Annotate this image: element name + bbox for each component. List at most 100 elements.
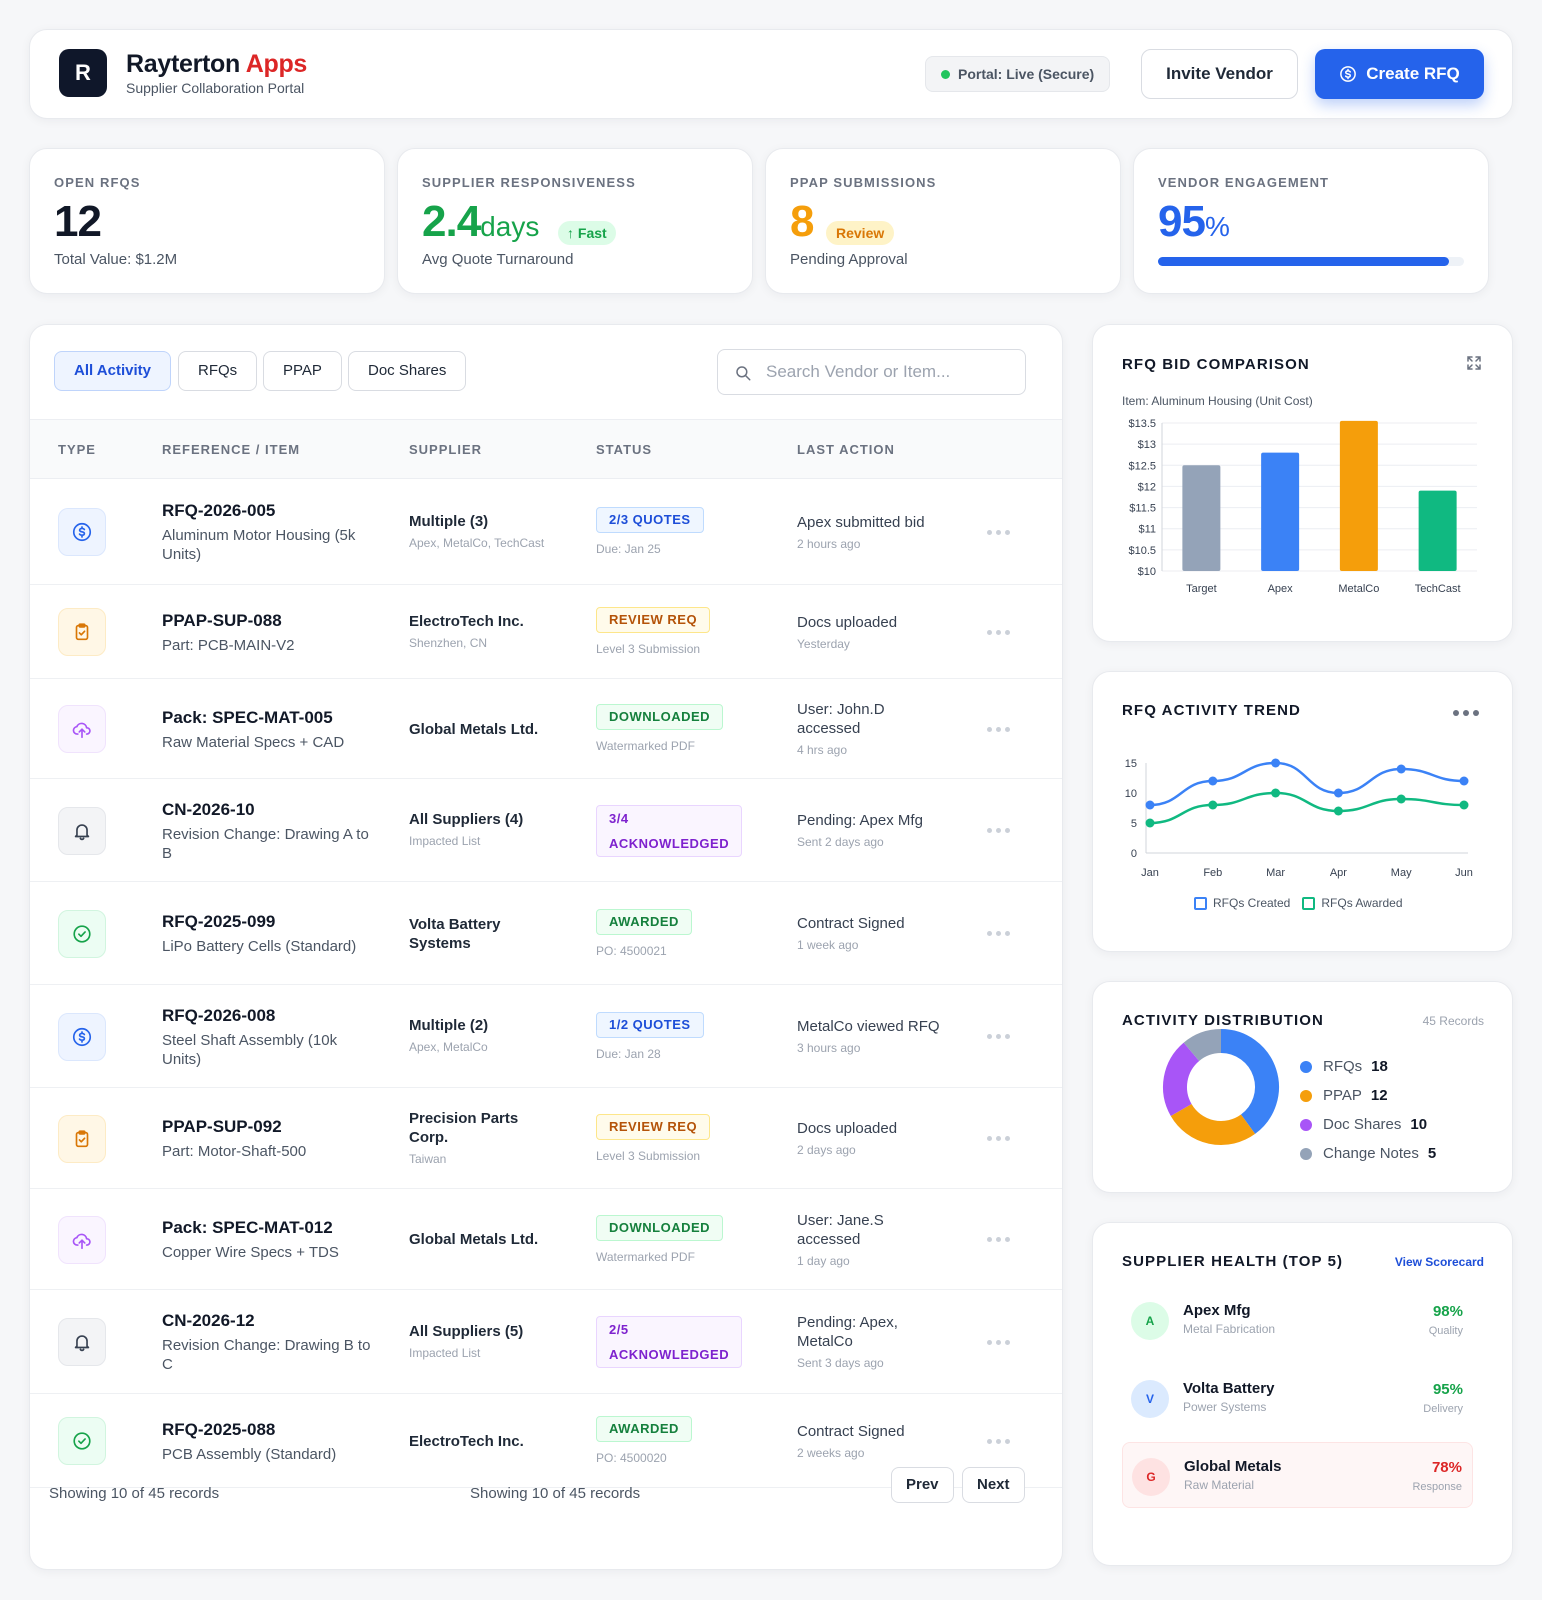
data-point[interactable] [1459,776,1469,786]
reference-description: Copper Wire Specs + TDS [162,1244,339,1261]
row-more-icon[interactable] [987,929,1013,939]
x-tick-label: Apex [1268,583,1294,595]
reference-id[interactable]: Pack: SPEC-MAT-012 [162,1218,333,1237]
y-tick-label: 5 [1131,818,1137,830]
legend-item[interactable]: Change Notes 5 [1300,1139,1436,1168]
last-action-text: Docs uploaded [797,1120,898,1137]
reference-id[interactable]: CN-2026-12 [162,1311,255,1330]
legend-item[interactable]: Doc Shares 10 [1300,1110,1436,1139]
supplier-name: Volta Battery Systems [409,916,501,952]
legend-item[interactable]: RFQs 18 [1300,1052,1436,1081]
view-scorecard-link[interactable]: View Scorecard [1394,1255,1484,1269]
expand-icon[interactable] [1466,355,1482,371]
invite-vendor-button[interactable]: Invite Vendor [1141,49,1298,99]
reference-id[interactable]: RFQ-2025-088 [162,1420,276,1439]
kpi-value: 8 [790,197,815,246]
supplier-health-row[interactable]: V Volta Battery Power Systems 95% Delive… [1122,1365,1473,1431]
row-more-icon[interactable] [987,1337,1013,1347]
search-input[interactable] [766,360,1016,384]
data-point[interactable] [1396,794,1406,804]
data-point[interactable] [1459,800,1469,810]
reference-id[interactable]: RFQ-2026-008 [162,1006,276,1025]
data-point[interactable] [1145,818,1155,828]
status-cell: 2/5 ACKNOWLEDGED [596,1316,743,1368]
app-header: R Rayterton Apps Supplier Collaboration … [29,29,1513,119]
review-tag: Review [826,221,895,245]
row-more-icon[interactable] [987,826,1013,836]
donut-slice-ppap[interactable] [1170,1103,1256,1145]
bar-techcast[interactable] [1418,490,1457,571]
data-point[interactable] [1271,758,1281,768]
reference-id[interactable]: PPAP-SUP-088 [162,611,282,630]
data-point[interactable] [1208,776,1218,786]
row-more-icon[interactable] [987,1235,1013,1245]
engagement-progress-track [1158,257,1464,266]
search-box[interactable] [717,349,1026,395]
next-page-button[interactable]: Next [962,1467,1025,1503]
row-more-icon[interactable] [987,724,1013,734]
last-action-cell: Contract Signed 1 week ago [797,914,947,953]
table-row[interactable]: PPAP-SUP-088 Part: PCB-MAIN-V2 ElectroTech… [30,585,1062,679]
table-row[interactable]: RFQ-2025-088 PCB Assembly (Standard) Elect… [30,1394,1062,1488]
table-row[interactable]: Pack: SPEC-MAT-005 Raw Material Specs + C… [30,679,1062,779]
donut-slice-doc-shares[interactable] [1163,1042,1200,1116]
filter-ppap[interactable]: PPAP [263,351,342,391]
table-row[interactable]: PPAP-SUP-092 Part: Motor-Shaft-500 Precisi… [30,1088,1062,1189]
header-status: STATUS [596,442,653,457]
supplier-detail: Apex, MetalCo, TechCast [409,536,545,550]
table-row[interactable]: CN-2026-12 Revision Change: Drawing B to … [30,1290,1062,1394]
table-row[interactable]: CN-2026-10 Revision Change: Drawing A to … [30,779,1062,882]
row-more-icon[interactable] [987,1032,1013,1042]
bar-apex[interactable] [1261,452,1300,571]
more-options-icon[interactable] [1453,710,1479,716]
panel-title: ACTIVITY DISTRIBUTION [1122,1012,1324,1029]
reference-description: Part: Motor-Shaft-500 [162,1143,307,1160]
data-point[interactable] [1145,800,1155,810]
activity-trend-panel: RFQ ACTIVITY TREND 0 5 10 15 Jan Feb Mar Apr May… [1092,671,1513,952]
last-action-cell: Pending: Apex, MetalCo Sent 3 days ago [797,1313,947,1371]
legend-rfqs-created[interactable]: RFQs Created [1194,896,1290,910]
data-point[interactable] [1396,764,1406,774]
table-row[interactable]: RFQ-2026-005 Aluminum Motor Housing (5k U… [30,479,1062,585]
bar-metalco[interactable] [1339,420,1378,571]
supplier-cell: All Suppliers (4) Impacted List [409,810,559,851]
header-last-action: LAST ACTION [797,442,895,457]
table-row[interactable]: Pack: SPEC-MAT-012 Copper Wire Specs + TD… [30,1189,1062,1290]
legend-item[interactable]: PPAP 12 [1300,1081,1436,1110]
last-action-cell: Apex submitted bid 2 hours ago [797,513,947,552]
prev-page-button[interactable]: Prev [891,1467,954,1503]
row-more-icon[interactable] [987,627,1013,637]
status-cell: 3/4 ACKNOWLEDGED [596,805,743,857]
row-more-icon[interactable] [987,1436,1013,1446]
reference-description: Revision Change: Drawing B to C [162,1337,371,1373]
bar-target[interactable] [1182,465,1221,571]
table-row[interactable]: RFQ-2026-008 Steel Shaft Assembly (10k Un… [30,985,1062,1088]
filter-doc-shares[interactable]: Doc Shares [348,351,467,391]
data-point[interactable] [1333,806,1343,816]
table-row[interactable]: RFQ-2025-099 LiPo Battery Cells (Standard… [30,882,1062,985]
supplier-health-row[interactable]: A Apex Mfg Metal Fabrication 98% Quality [1122,1287,1473,1353]
reference-id[interactable]: Pack: SPEC-MAT-005 [162,708,333,727]
status-cell: REVIEW REQ Level 3 Submission [596,1114,766,1164]
row-more-icon[interactable] [987,1134,1013,1144]
filter-rfqs[interactable]: RFQs [178,351,258,391]
reference-id[interactable]: RFQ-2025-099 [162,912,276,931]
data-point[interactable] [1333,788,1343,798]
last-action-text: Contract Signed [797,1423,905,1440]
last-action-text: MetalCo viewed RFQ [797,1018,940,1035]
fast-tag: ↑ Fast [558,221,616,245]
filter-all-activity[interactable]: All Activity [54,351,171,391]
supplier-name: All Suppliers (5) [409,1323,524,1340]
supplier-health-row[interactable]: G Global Metals Raw Material 78% Respons… [1122,1442,1473,1508]
reference-id[interactable]: RFQ-2026-005 [162,501,276,520]
row-more-icon[interactable] [987,527,1013,537]
reference-id[interactable]: CN-2026-10 [162,800,255,819]
legend-rfqs-awarded[interactable]: RFQs Awarded [1302,896,1403,910]
donut-slice-rfqs[interactable] [1220,1029,1279,1134]
reference-id[interactable]: PPAP-SUP-092 [162,1117,282,1136]
create-rfq-button[interactable]: Create RFQ [1315,49,1484,99]
engagement-progress-fill [1158,257,1449,266]
data-point[interactable] [1208,800,1218,810]
donut-slice-change-notes[interactable] [1183,1029,1222,1062]
data-point[interactable] [1271,788,1281,798]
